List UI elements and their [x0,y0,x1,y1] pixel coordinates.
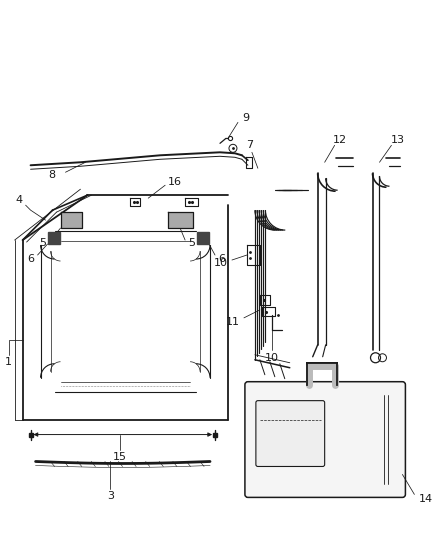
FancyBboxPatch shape [245,382,406,497]
Text: 5: 5 [39,238,46,248]
Text: 14: 14 [418,495,432,504]
Text: 6: 6 [28,254,35,264]
Bar [197,232,209,244]
Bar [169,213,192,227]
Text: 4: 4 [15,195,23,205]
Text: 13: 13 [390,135,404,146]
FancyBboxPatch shape [256,401,325,466]
Text: 6: 6 [218,254,225,264]
Text: 1: 1 [5,357,12,367]
Text: 5: 5 [188,238,195,248]
Bar [61,213,81,227]
Text: 10: 10 [214,258,228,268]
Text: 8: 8 [48,170,56,180]
Text: 7: 7 [246,140,254,150]
Text: 9: 9 [242,114,249,123]
Text: 12: 12 [332,135,347,146]
Text: 10: 10 [265,353,279,363]
Bar [48,232,60,244]
Text: 15: 15 [113,451,127,462]
Text: 3: 3 [107,491,114,502]
Text: 16: 16 [168,177,182,187]
Text: 11: 11 [226,317,240,327]
